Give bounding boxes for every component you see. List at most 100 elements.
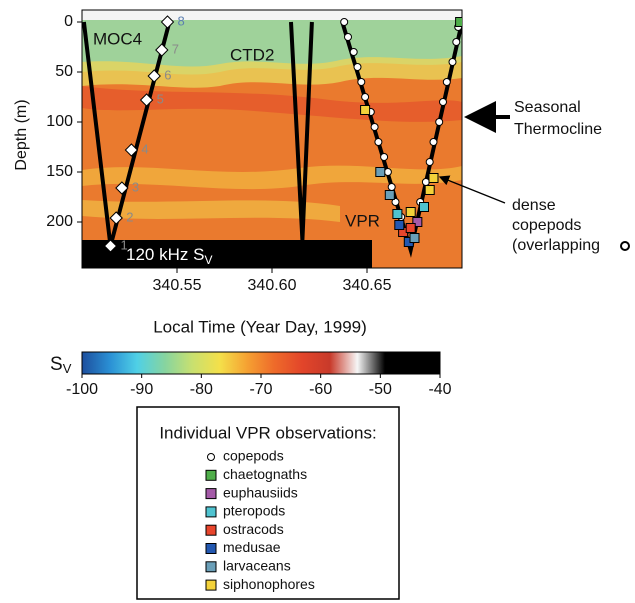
annotation: VPR bbox=[345, 211, 380, 230]
legend-symbol bbox=[205, 488, 217, 500]
legend-label: ostracods bbox=[223, 521, 284, 537]
net-label: 8 bbox=[178, 13, 185, 28]
x-tick-label: 340.65 bbox=[343, 277, 392, 294]
legend-box bbox=[136, 406, 400, 600]
taxon-point bbox=[375, 167, 386, 177]
net-label: 5 bbox=[157, 91, 164, 106]
tow-track bbox=[289, 21, 314, 241]
copepod-point bbox=[435, 118, 444, 126]
legend-label: medusae bbox=[223, 539, 281, 555]
colorbar-tick-label: -70 bbox=[249, 381, 272, 398]
x-tick-label: 340.60 bbox=[248, 277, 297, 294]
y-tick-label: 150 bbox=[46, 163, 73, 180]
legend-symbol bbox=[205, 543, 217, 554]
copepod-point bbox=[387, 183, 396, 191]
taxon-point bbox=[405, 223, 416, 233]
legend-label: pteropods bbox=[223, 503, 285, 519]
legend-symbol bbox=[205, 469, 217, 481]
colorbar-tick-label: -60 bbox=[309, 381, 332, 398]
y-axis-label: Depth (m) bbox=[13, 99, 30, 170]
taxon-point bbox=[424, 185, 435, 195]
legend-label: euphausiids bbox=[223, 484, 298, 500]
colorbar bbox=[81, 351, 441, 375]
colorbar-label-sub: V bbox=[63, 361, 72, 376]
taxon-point bbox=[384, 190, 395, 200]
copepod-point bbox=[380, 153, 389, 161]
copepod-point bbox=[357, 78, 366, 86]
y-tick-label: 0 bbox=[64, 13, 73, 30]
copepod-point bbox=[448, 58, 457, 66]
annotation: dense bbox=[512, 197, 556, 214]
image-label-main: 120 kHz S bbox=[126, 245, 204, 264]
taxon-point bbox=[409, 233, 420, 243]
taxon-point bbox=[412, 217, 423, 227]
taxon-point bbox=[428, 173, 439, 183]
copepod-point bbox=[429, 138, 438, 146]
x-axis-label: Local Time (Year Day, 1999) bbox=[153, 317, 367, 336]
annotation-symbol bbox=[620, 241, 630, 251]
taxon-point bbox=[392, 209, 403, 219]
copepod-point bbox=[374, 138, 383, 146]
plot-content bbox=[82, 15, 462, 258]
colorbar-tick-label: -40 bbox=[428, 381, 451, 398]
copepod-point bbox=[391, 198, 400, 206]
echogram bbox=[82, 10, 462, 268]
image-label: 120 kHz SV bbox=[126, 245, 212, 267]
annotation: Thermocline bbox=[514, 121, 602, 138]
taxon-point bbox=[455, 17, 462, 27]
y-tick-label: 50 bbox=[55, 63, 73, 80]
copepod-point bbox=[353, 63, 362, 71]
y-tick-label: 200 bbox=[46, 213, 73, 230]
taxon-point bbox=[405, 207, 416, 217]
copepod-point bbox=[442, 78, 451, 86]
legend-symbol bbox=[207, 453, 215, 461]
copepod-point bbox=[340, 18, 349, 26]
legend-symbol bbox=[205, 579, 217, 591]
net-marker bbox=[115, 181, 129, 195]
taxon-point bbox=[394, 220, 405, 230]
image-label-sub: V bbox=[204, 253, 212, 267]
annotation: copepods bbox=[512, 217, 581, 234]
copepod-point bbox=[370, 123, 379, 131]
net-marker bbox=[147, 69, 161, 83]
colorbar-tick-label: -50 bbox=[369, 381, 392, 398]
legend-title: Individual VPR observations: bbox=[159, 423, 376, 442]
net-marker bbox=[160, 15, 175, 29]
net-marker bbox=[139, 93, 154, 107]
y-tick-label: 100 bbox=[46, 113, 73, 130]
net-marker bbox=[155, 43, 169, 57]
colorbar-label: SV bbox=[50, 354, 72, 376]
annotation: MOC4 bbox=[93, 29, 142, 48]
legend-label: chaetognaths bbox=[223, 466, 307, 482]
net-label: 7 bbox=[172, 41, 179, 56]
taxon-point bbox=[419, 202, 429, 212]
legend-symbol bbox=[205, 506, 217, 518]
net-label: 6 bbox=[164, 67, 171, 82]
legend-symbol bbox=[205, 524, 217, 536]
taxon-point bbox=[360, 105, 371, 115]
legend-label: larvaceans bbox=[223, 558, 291, 574]
copepod-point bbox=[383, 168, 392, 176]
legend-label: copepods bbox=[223, 448, 284, 464]
net-label: 1 bbox=[121, 237, 128, 252]
legend-symbol bbox=[205, 561, 217, 573]
net-marker bbox=[103, 239, 118, 253]
net-label: 2 bbox=[126, 209, 133, 224]
net-label: 3 bbox=[132, 179, 139, 194]
legend-label: siphonophores bbox=[223, 576, 315, 592]
copepod-point bbox=[425, 158, 434, 166]
colorbar-label-main: S bbox=[50, 354, 63, 375]
colorbar-tick-label: -90 bbox=[130, 381, 153, 398]
copepod-point bbox=[361, 93, 370, 101]
x-tick-label: 340.55 bbox=[153, 277, 202, 294]
copepod-point bbox=[439, 98, 447, 106]
annotation: CTD2 bbox=[230, 45, 274, 64]
net-marker bbox=[109, 211, 123, 225]
net-marker bbox=[124, 143, 139, 157]
copepod-point bbox=[421, 178, 430, 186]
arrow bbox=[438, 175, 506, 204]
colorbar-tick-label: -80 bbox=[190, 381, 213, 398]
annotation: Seasonal bbox=[514, 99, 581, 116]
copepod-point bbox=[349, 48, 358, 56]
